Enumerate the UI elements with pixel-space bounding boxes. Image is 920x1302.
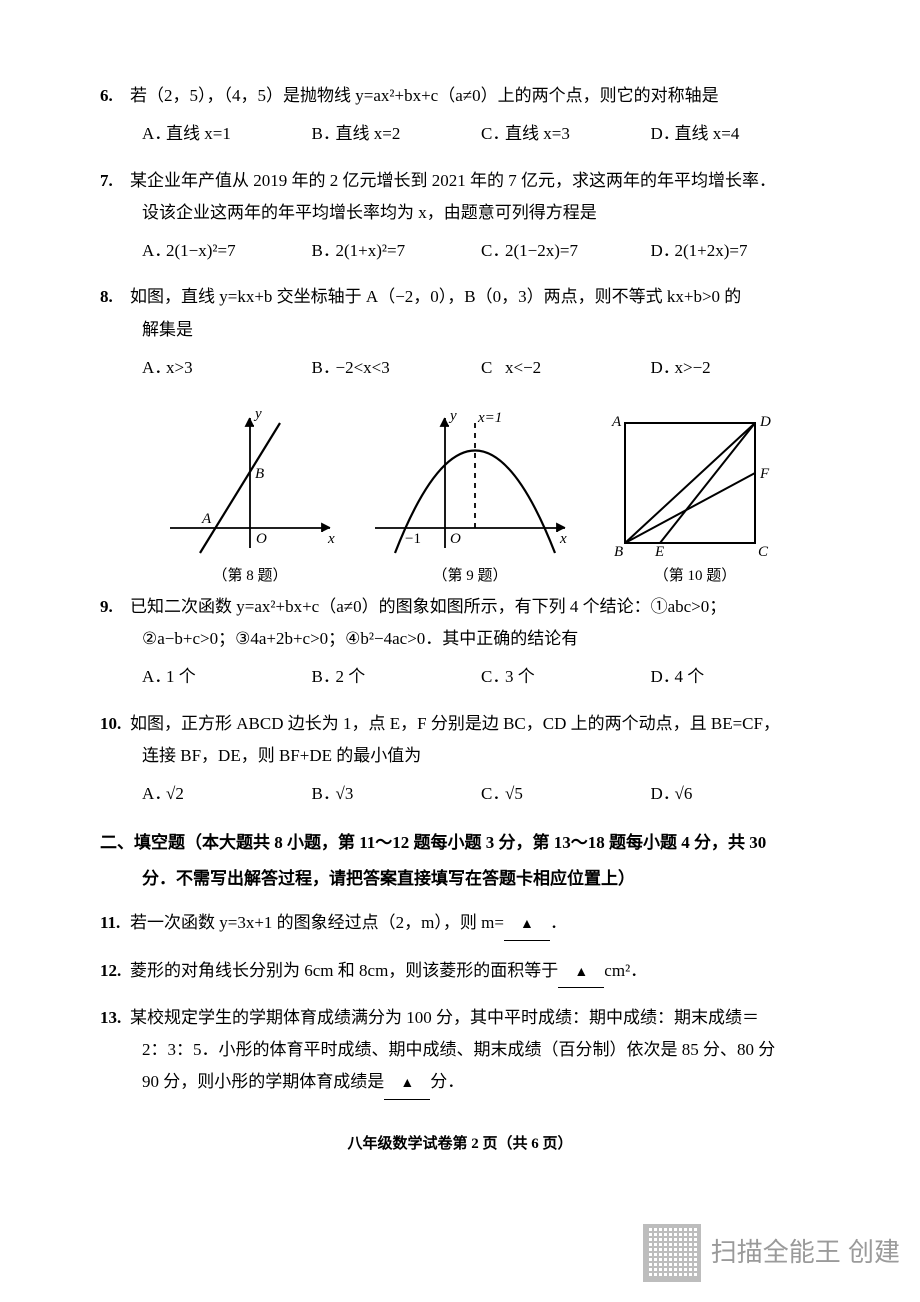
- q9-l1: 已知二次函数 y=ax²+bx+c（a≠0）的图象如图所示，有下列 4 个结论：…: [130, 597, 726, 616]
- q8-l1: 如图，直线 y=kx+b 交坐标轴于 A（−2，0），B（0，3）两点，则不等式…: [130, 287, 741, 306]
- q6-opt-b: B．直线 x=2: [312, 118, 482, 150]
- figure-10-svg: A D B C E F: [600, 408, 790, 558]
- q13-l3-before: 90 分，则小彤的学期体育成绩是: [142, 1072, 384, 1091]
- q7-opt-a: A．2(1−x)²=7: [142, 235, 312, 267]
- svg-text:A: A: [611, 414, 622, 430]
- q7-opt-b: B．2(1+x)²=7: [312, 235, 482, 267]
- q7-opt-c: C．2(1−2x)=7: [481, 235, 651, 267]
- q7-num: 7.: [100, 165, 130, 197]
- svg-text:C: C: [758, 544, 769, 558]
- q13-blank: ▲: [384, 1066, 430, 1099]
- figure-10: A D B C E F （第 10 题）: [600, 408, 790, 591]
- question-11: 11.若一次函数 y=3x+1 的图象经过点（2，m），则 m=▲．: [100, 907, 820, 940]
- q7-stem: 7.某企业年产值从 2019 年的 2 亿元增长到 2021 年的 7 亿元，求…: [100, 165, 820, 197]
- svg-text:A: A: [201, 511, 212, 527]
- svg-text:x: x: [559, 531, 567, 547]
- q11-num: 11.: [100, 907, 130, 939]
- q8-opt-d: D．x>−2: [651, 352, 821, 384]
- question-9: 9.已知二次函数 y=ax²+bx+c（a≠0）的图象如图所示，有下列 4 个结…: [100, 591, 820, 694]
- q10-opt-b: B．√3: [312, 778, 482, 810]
- q7-l1: 某企业年产值从 2019 年的 2 亿元增长到 2021 年的 7 亿元，求这两…: [130, 171, 776, 190]
- q8-stem: 8.如图，直线 y=kx+b 交坐标轴于 A（−2，0），B（0，3）两点，则不…: [100, 281, 820, 313]
- q10-opt-a: A．√2: [142, 778, 312, 810]
- page-footer: 八年级数学试卷第 2 页（共 6 页）: [100, 1130, 820, 1159]
- q6-opt-d: D．直线 x=4: [651, 118, 821, 150]
- svg-text:D: D: [759, 414, 771, 430]
- q8-opt-b: B．−2<x<3: [312, 352, 482, 384]
- watermark-text: 扫描全能王 创建: [711, 1228, 900, 1277]
- q9-l2: ②a−b+c>0；③4a+2b+c>0；④b²−4ac>0．其中正确的结论有: [100, 623, 820, 655]
- svg-text:O: O: [256, 531, 267, 547]
- q9-num: 9.: [100, 591, 130, 623]
- q9-opt-b: B．2 个: [312, 661, 482, 693]
- figure-10-caption: （第 10 题）: [600, 562, 790, 591]
- q10-num: 10.: [100, 708, 130, 740]
- q9-opt-a: A．1 个: [142, 661, 312, 693]
- q11-after: ．: [550, 913, 567, 932]
- q8-num: 8.: [100, 281, 130, 313]
- q10-opt-c: C．√5: [481, 778, 651, 810]
- q8-options: A．x>3 B．−2<x<3 C x<−2 D．x>−2: [100, 352, 820, 384]
- figure-9-svg: y x O −1 x=1: [370, 408, 570, 558]
- svg-text:y: y: [448, 408, 457, 424]
- svg-text:y: y: [253, 408, 262, 422]
- svg-text:E: E: [654, 544, 664, 558]
- q10-options: A．√2 B．√3 C．√5 D．√6: [100, 778, 820, 810]
- q12-num: 12.: [100, 955, 130, 987]
- figure-8-svg: y x O A B: [160, 408, 340, 558]
- figure-row: y x O A B （第 8 题） y x O −1 x=1 （第 9 题）: [100, 398, 820, 591]
- q6-options: A．直线 x=1 B．直线 x=2 C．直线 x=3 D．直线 x=4: [100, 118, 820, 150]
- q13-l3-after: 分．: [430, 1072, 464, 1091]
- q8-l2: 解集是: [100, 314, 820, 346]
- section-2-l1: 二、填空题（本大题共 8 小题，第 11～12 题每小题 3 分，第 13～18…: [100, 833, 766, 852]
- svg-text:x=1: x=1: [477, 410, 502, 426]
- q6-opt-a: A．直线 x=1: [142, 118, 312, 150]
- question-10: 10.如图，正方形 ABCD 边长为 1，点 E，F 分别是边 BC，CD 上的…: [100, 708, 820, 811]
- q11-before: 若一次函数 y=3x+1 的图象经过点（2，m），则 m=: [130, 913, 504, 932]
- q10-stem: 10.如图，正方形 ABCD 边长为 1，点 E，F 分别是边 BC，CD 上的…: [100, 708, 820, 740]
- q7-opt-d: D．2(1+2x)=7: [651, 235, 821, 267]
- q11-blank: ▲: [504, 907, 550, 940]
- question-8: 8.如图，直线 y=kx+b 交坐标轴于 A（−2，0），B（0，3）两点，则不…: [100, 281, 820, 384]
- qr-icon: [643, 1224, 701, 1282]
- q13-num: 13.: [100, 1002, 130, 1034]
- svg-text:O: O: [450, 531, 461, 547]
- q12-blank: ▲: [558, 955, 604, 988]
- q8-opt-c: C x<−2: [481, 352, 651, 384]
- figure-8-caption: （第 8 题）: [160, 562, 340, 591]
- q6-stem: 6.若（2，5），（4，5）是抛物线 y=ax²+bx+c（a≠0）上的两个点，…: [100, 80, 820, 112]
- q10-l1: 如图，正方形 ABCD 边长为 1，点 E，F 分别是边 BC，CD 上的两个动…: [130, 714, 780, 733]
- q13-l1: 某校规定学生的学期体育成绩满分为 100 分，其中平时成绩：期中成绩：期末成绩＝: [130, 1008, 759, 1027]
- svg-text:B: B: [255, 466, 264, 482]
- figure-9-caption: （第 9 题）: [370, 562, 570, 591]
- q9-opt-c: C．3 个: [481, 661, 651, 693]
- q8-opt-a: A．x>3: [142, 352, 312, 384]
- q9-opt-d: D．4 个: [651, 661, 821, 693]
- question-12: 12.菱形的对角线长分别为 6cm 和 8cm，则该菱形的面积等于▲cm²．: [100, 955, 820, 988]
- scan-watermark: 扫描全能王 创建: [643, 1224, 900, 1282]
- svg-text:−1: −1: [405, 531, 421, 547]
- question-13: 13.某校规定学生的学期体育成绩满分为 100 分，其中平时成绩：期中成绩：期末…: [100, 1002, 820, 1100]
- q6-opt-c: C．直线 x=3: [481, 118, 651, 150]
- q13-l2: 2：3：5．小彤的体育平时成绩、期中成绩、期末成绩（百分制）依次是 85 分、8…: [100, 1034, 820, 1066]
- question-6: 6.若（2，5），（4，5）是抛物线 y=ax²+bx+c（a≠0）上的两个点，…: [100, 80, 820, 151]
- q10-l2: 连接 BF，DE，则 BF+DE 的最小值为: [100, 740, 820, 772]
- figure-8: y x O A B （第 8 题）: [160, 408, 340, 591]
- svg-text:F: F: [759, 466, 770, 482]
- q10-opt-d: D．√6: [651, 778, 821, 810]
- svg-text:x: x: [327, 531, 335, 547]
- q9-stem: 9.已知二次函数 y=ax²+bx+c（a≠0）的图象如图所示，有下列 4 个结…: [100, 591, 820, 623]
- q12-before: 菱形的对角线长分别为 6cm 和 8cm，则该菱形的面积等于: [130, 961, 558, 980]
- section-2-heading: 二、填空题（本大题共 8 小题，第 11～12 题每小题 3 分，第 13～18…: [100, 827, 820, 859]
- q7-options: A．2(1−x)²=7 B．2(1+x)²=7 C．2(1−2x)=7 D．2(…: [100, 235, 820, 267]
- q12-after: cm²．: [604, 961, 647, 980]
- question-7: 7.某企业年产值从 2019 年的 2 亿元增长到 2021 年的 7 亿元，求…: [100, 165, 820, 268]
- q6-text: 若（2，5），（4，5）是抛物线 y=ax²+bx+c（a≠0）上的两个点，则它…: [130, 86, 719, 105]
- svg-text:B: B: [614, 544, 623, 558]
- q6-num: 6.: [100, 80, 130, 112]
- figure-9: y x O −1 x=1 （第 9 题）: [370, 408, 570, 591]
- section-2-l2: 分．不需写出解答过程，请把答案直接填写在答题卡相应位置上）: [100, 863, 820, 895]
- q7-l2: 设该企业这两年的年平均增长率均为 x，由题意可列得方程是: [100, 197, 820, 229]
- q9-options: A．1 个 B．2 个 C．3 个 D．4 个: [100, 661, 820, 693]
